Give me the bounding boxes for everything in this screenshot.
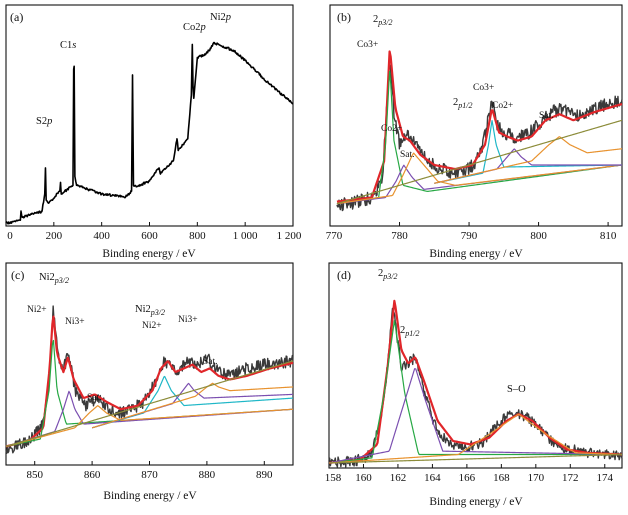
peak-label-d-so: S–O: [507, 384, 526, 395]
peak-label-d-2p32: 2p3/2: [378, 268, 397, 281]
series-line-survey: [5, 41, 294, 225]
x-tick-label: 600: [141, 230, 158, 242]
x-tick-label: 172: [562, 472, 579, 484]
peak-label-b-co2-b: Co2+: [492, 101, 513, 111]
x-tick-label: 810: [600, 230, 617, 242]
panel-c-ticks: 850 860 870 880 890: [26, 461, 273, 481]
x-tick-label: 162: [390, 472, 407, 484]
panel-d-annotations: 2p3/2 2p1/2 S–O: [378, 268, 526, 395]
series-line-2p3-2: [328, 320, 622, 464]
panel-b-ticks: 770 780 790 800 810: [326, 222, 617, 242]
x-tick-label: 160: [355, 472, 372, 484]
panel-a-letter: (a): [10, 10, 23, 24]
series-line-sat-2p1-2: [91, 382, 294, 429]
x-tick-label: 170: [528, 472, 545, 484]
x-tick-label: 880: [199, 469, 216, 481]
panel-c-annotations: Ni2p3/2 Ni2+ Ni3+ Sat. Ni2p3/2 Ni2+ Ni3+…: [27, 272, 218, 403]
panel-b-annotations: 2p3/2 Co3+ Co2+ Sat. 2p1/2 Co3+ Co2+ Sat…: [357, 14, 554, 160]
x-tick-label: 174: [597, 472, 614, 484]
panel-d-ticks: 158 160 162 164 166 168 170 172 174: [325, 464, 614, 484]
panel-c-series: [5, 305, 294, 454]
series-line-s-o: [328, 413, 623, 464]
peak-label-c-sat-a: Sat.: [87, 393, 102, 403]
series-line-sat-2p3-2: [336, 152, 623, 205]
x-tick-label: 780: [391, 230, 408, 242]
x-tick-label: 166: [459, 472, 476, 484]
x-tick-label: 1 200: [277, 230, 302, 242]
peak-label-b-2p12: 2p1/2: [453, 97, 472, 110]
peak-label-c-ni3-a: Ni3+: [65, 317, 85, 327]
x-tick-label: 400: [93, 230, 110, 242]
panel-b-co2p: (b) 770 780 790 800 810 Binding energy / eV …: [326, 4, 623, 260]
x-tick-label: 200: [46, 230, 63, 242]
series-line-baseline: [328, 453, 623, 464]
series-line-fit: [336, 50, 623, 203]
x-tick-label: 870: [141, 469, 158, 481]
panel-a-survey: (a) 0 200 400 600 800 1 000 1 200 Binding ener…: [5, 4, 302, 260]
x-tick-label: 1 000: [233, 230, 258, 242]
panel-c-ni2p: (c) 850 860 870 880 890 Binding energy / eV …: [5, 262, 294, 502]
peak-label-c-ni2p-a: Ni2p3/2: [39, 272, 69, 285]
peak-label-c-ni3-b: Ni3+: [178, 315, 198, 325]
panel-d-letter: (d): [337, 268, 351, 282]
x-tick-label: 0: [7, 230, 13, 242]
peak-label-b-sat-a: Sat.: [400, 150, 415, 160]
panel-b-xlabel: Binding energy / eV: [429, 248, 523, 260]
peak-label-b-2p32: 2p3/2: [373, 14, 392, 27]
x-tick-label: 800: [189, 230, 206, 242]
peak-label-c-ni2p-b: Ni2p3/2: [135, 304, 165, 317]
panel-d-frame: [328, 262, 623, 469]
panel-b-frame: [329, 4, 623, 227]
peak-label-c-sat-b: Sat.: [203, 357, 218, 367]
x-tick-label: 158: [325, 472, 342, 484]
series-line-sat-2p3-2: [5, 405, 294, 447]
panel-a-xlabel: Binding energy / eV: [102, 248, 196, 260]
panel-a-annotations: S2p C1s Co2p Ni2p: [36, 12, 231, 127]
panel-d-s2p: (d) 158 160 162 164 166 168 170 172 174 Binding …: [325, 262, 623, 508]
peak-label-s2p: S2p: [36, 116, 52, 127]
x-tick-label: 790: [461, 230, 478, 242]
panel-a-series: [5, 41, 294, 225]
peak-label-ni2p: Ni2p: [210, 12, 231, 23]
x-tick-label: 770: [326, 230, 343, 242]
panel-d-series: [328, 299, 623, 468]
series-line-2p1-2: [328, 368, 623, 464]
peak-label-d-2p12: 2p1/2: [400, 325, 419, 338]
panel-b-letter: (b): [337, 10, 351, 24]
series-line-sat-2p1-2: [434, 136, 623, 184]
panel-a-ticks: 0 200 400 600 800 1 000 1 200: [5, 222, 302, 242]
panel-d-xlabel: Binding energy / eV: [429, 496, 523, 508]
x-tick-label: 168: [493, 472, 510, 484]
panel-c-letter: (c): [11, 268, 24, 282]
series-line-fit: [328, 299, 623, 465]
series-line-fit: [5, 315, 294, 448]
peak-label-c1s: C1s: [60, 40, 76, 51]
peak-label-c-ni2-b: Ni2+: [142, 321, 162, 331]
x-tick-label: 890: [256, 469, 273, 481]
x-tick-label: 800: [530, 230, 547, 242]
peak-label-b-sat-b: Sat.: [539, 111, 554, 121]
panel-b-series: [336, 50, 623, 212]
series-line-baseline: [5, 360, 294, 447]
peak-label-co2p: Co2p: [183, 22, 206, 33]
peak-label-b-co3-a: Co3+: [357, 40, 378, 50]
series-line-baseline: [336, 119, 623, 205]
peak-label-b-co2-a: Co2+: [381, 124, 402, 134]
panel-c-xlabel: Binding energy / eV: [103, 490, 197, 502]
peak-label-c-ni2-a: Ni2+: [27, 305, 47, 315]
peak-label-b-co3-b: Co3+: [473, 83, 494, 93]
x-tick-label: 850: [26, 469, 43, 481]
x-tick-label: 860: [84, 469, 101, 481]
x-tick-label: 164: [424, 472, 441, 484]
